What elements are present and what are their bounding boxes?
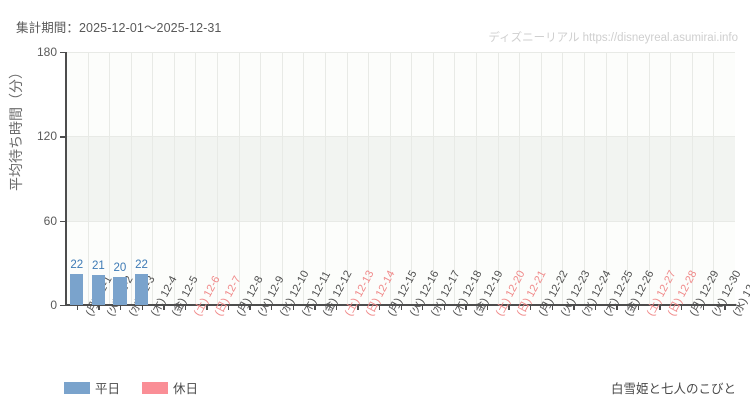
x-tick-mark — [637, 305, 640, 310]
vertical-gridline — [282, 52, 283, 305]
bar[interactable] — [70, 274, 84, 305]
site-watermark: ディズニーリアル https://disneyreal.asumirai.inf… — [488, 32, 738, 44]
bar-value-label: 22 — [70, 259, 84, 272]
legend-item-holiday[interactable]: 休日 — [142, 378, 198, 397]
y-tick-label-wrap: 0 — [0, 298, 57, 312]
vertical-gridline — [584, 52, 585, 305]
vertical-gridline — [88, 52, 89, 305]
y-tick-mark — [60, 136, 66, 138]
vertical-gridline — [476, 52, 477, 305]
vertical-gridline — [519, 52, 520, 305]
x-tick-mark — [551, 305, 553, 310]
vertical-gridline — [498, 52, 499, 305]
y-tick-mark — [60, 52, 66, 54]
x-tick-mark — [119, 305, 122, 310]
vertical-gridline — [541, 52, 542, 305]
x-tick-mark — [163, 305, 165, 310]
x-tick-mark — [659, 305, 661, 310]
vertical-gridline — [454, 52, 455, 305]
vertical-gridline — [325, 52, 326, 305]
bar-value-label: 22 — [135, 259, 148, 272]
vertical-gridline — [303, 52, 304, 305]
y-axis-line — [65, 52, 67, 305]
bar[interactable] — [113, 276, 127, 305]
x-tick-mark — [314, 305, 316, 310]
y-tick-label-wrap: 60 — [0, 214, 57, 228]
x-tick-mark — [335, 305, 338, 310]
bar[interactable] — [134, 274, 149, 305]
horizontal-gridline — [66, 52, 735, 53]
horizontal-gridline — [66, 220, 735, 222]
y-tick-label-wrap: 180 — [0, 45, 57, 59]
vertical-gridline — [562, 52, 563, 305]
vertical-gridline — [239, 52, 240, 305]
vertical-gridline — [131, 52, 132, 305]
legend-swatch-holiday — [142, 381, 169, 394]
x-tick-mark — [249, 305, 251, 310]
plot-area — [66, 52, 735, 305]
chart-legend: 平日 休日 — [64, 378, 210, 397]
bar-value-label: 21 — [91, 260, 105, 273]
x-tick-mark — [400, 305, 402, 310]
x-tick-mark — [227, 305, 230, 310]
x-tick-mark — [141, 305, 143, 310]
x-tick-mark — [529, 305, 532, 310]
vertical-gridline — [411, 52, 412, 305]
x-tick-mark — [76, 305, 79, 310]
x-tick-mark — [616, 305, 618, 310]
x-tick-mark — [98, 305, 100, 310]
bar[interactable] — [91, 275, 106, 305]
vertical-gridline — [606, 52, 607, 305]
vertical-gridline — [433, 52, 434, 305]
vertical-gridline — [368, 52, 369, 305]
x-tick-mark — [465, 305, 467, 310]
vertical-gridline — [195, 52, 196, 305]
legend-label: 休日 — [173, 382, 199, 396]
legend-swatch-weekday — [64, 381, 90, 394]
y-tick-label: 0 — [50, 298, 57, 312]
attraction-name-label: 白雪姫と七人のこびと — [610, 382, 736, 396]
shaded-band — [66, 136, 735, 221]
y-tick-label: 180 — [36, 45, 57, 59]
x-tick-mark — [443, 305, 446, 310]
horizontal-gridline — [66, 136, 735, 138]
x-tick-mark — [594, 305, 597, 310]
x-tick-mark — [486, 305, 489, 310]
period-title: 集計期間：2025-12-01〜2025-12-31 — [16, 21, 222, 35]
vertical-gridline — [260, 52, 261, 305]
x-tick-mark — [184, 305, 187, 310]
legend-item-weekday[interactable]: 平日 — [64, 378, 120, 397]
vertical-gridline — [109, 52, 110, 305]
x-tick-mark — [702, 305, 705, 310]
vertical-gridline — [174, 52, 175, 305]
vertical-gridline — [670, 52, 671, 305]
x-tick-mark — [724, 305, 726, 310]
x-tick-mark — [271, 305, 273, 310]
x-axis-line — [65, 304, 736, 306]
x-tick-mark — [206, 305, 208, 310]
legend-label: 平日 — [95, 382, 121, 396]
vertical-gridline — [152, 52, 153, 305]
vertical-gridline — [649, 52, 650, 305]
x-tick-mark — [378, 305, 381, 310]
bar-value-label: 20 — [113, 261, 127, 274]
vertical-gridline — [692, 52, 693, 305]
vertical-gridline — [713, 52, 714, 305]
vertical-gridline — [390, 52, 391, 305]
vertical-gridline — [217, 52, 218, 305]
vertical-gridline — [347, 52, 348, 305]
y-tick-label-wrap: 120 — [0, 129, 57, 143]
x-tick-mark — [508, 305, 510, 310]
x-tick-mark — [292, 305, 294, 310]
y-tick-label: 120 — [36, 129, 57, 144]
x-tick-mark — [681, 305, 683, 310]
y-tick-mark — [60, 305, 66, 307]
y-tick-label: 60 — [43, 213, 57, 228]
y-tick-mark — [60, 220, 66, 223]
x-tick-mark — [357, 305, 359, 310]
x-tick-mark — [573, 305, 575, 310]
vertical-gridline — [627, 52, 628, 305]
x-tick-mark — [422, 305, 424, 310]
